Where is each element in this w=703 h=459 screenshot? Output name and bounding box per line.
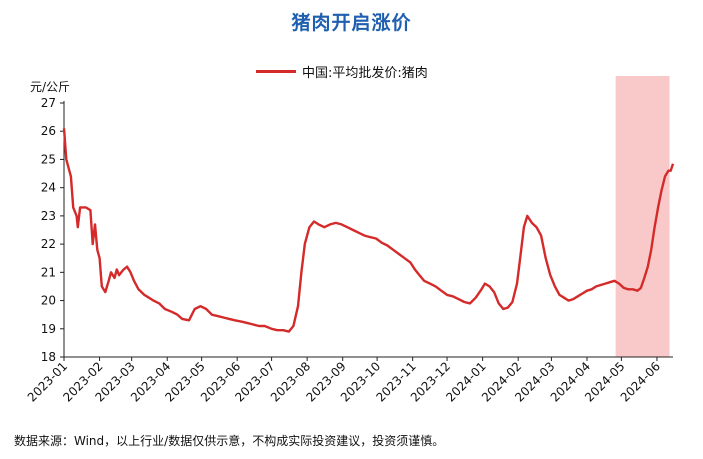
y-tick-label: 20 [41, 294, 56, 308]
series-line-pork-price [62, 128, 675, 333]
legend-swatch [256, 70, 296, 73]
y-tick-label: 25 [41, 152, 56, 166]
y-tick-label: 26 [41, 124, 56, 138]
x-tick-label: 2024-06 [618, 359, 663, 404]
y-tick-label: 27 [41, 96, 56, 110]
y-tick-label: 24 [41, 181, 56, 195]
y-axis-unit: 元/公斤 [30, 80, 71, 94]
legend-label: 中国:平均批发价:猪肉 [302, 66, 428, 81]
source-note: 数据来源：Wind，以上行业/数据仅供示意，不构成实际投资建议，投资须谨慎。 [14, 434, 445, 448]
legend: 中国:平均批发价:猪肉 [256, 62, 428, 81]
y-tick-label: 18 [41, 350, 56, 364]
y-tick-label: 22 [41, 237, 56, 251]
highlight-band [615, 76, 670, 357]
y-tick-label: 21 [41, 265, 56, 279]
y-tick-label: 19 [41, 322, 56, 336]
y-tick-label: 23 [41, 209, 56, 223]
chart-title: 猪肉开启涨价 [291, 12, 412, 34]
